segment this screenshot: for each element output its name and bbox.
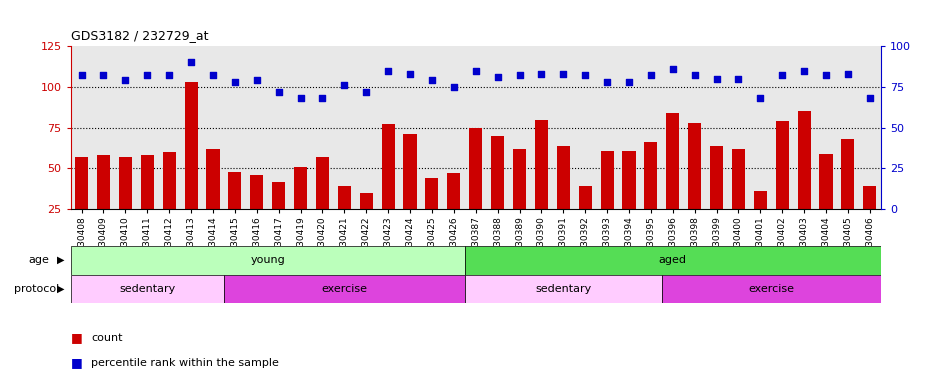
Point: [490, 74, 505, 80]
Bar: [662, 275, 881, 303]
Point: [271, 89, 286, 95]
Bar: [491, 136, 504, 250]
Bar: [403, 134, 416, 250]
Text: exercise: exercise: [748, 284, 794, 294]
Point: [731, 76, 746, 82]
Point: [797, 68, 812, 74]
Text: sedentary: sedentary: [535, 284, 592, 294]
Point: [315, 95, 330, 101]
Text: ■: ■: [71, 331, 82, 344]
Bar: [71, 246, 464, 275]
Bar: [775, 121, 788, 250]
Bar: [535, 119, 548, 250]
Bar: [119, 157, 132, 250]
Bar: [464, 275, 662, 303]
Point: [556, 71, 571, 77]
Text: count: count: [91, 333, 122, 343]
Text: protocol: protocol: [14, 284, 59, 294]
Bar: [557, 146, 570, 250]
Bar: [623, 151, 636, 250]
Point: [643, 73, 658, 79]
Text: age: age: [28, 255, 49, 265]
Bar: [578, 187, 592, 250]
Point: [840, 71, 855, 77]
Point: [774, 73, 789, 79]
Bar: [644, 142, 658, 250]
Point: [381, 68, 396, 74]
Bar: [426, 178, 438, 250]
Point: [96, 73, 111, 79]
Point: [622, 79, 637, 85]
Bar: [185, 82, 198, 250]
Bar: [338, 187, 351, 250]
Text: ■: ■: [71, 356, 82, 369]
Text: GDS3182 / 232729_at: GDS3182 / 232729_at: [71, 29, 208, 42]
Text: young: young: [251, 255, 285, 265]
Bar: [820, 154, 833, 250]
Point: [753, 95, 768, 101]
Text: aged: aged: [658, 255, 687, 265]
Bar: [272, 182, 285, 250]
Point: [599, 79, 614, 85]
Bar: [224, 275, 464, 303]
Bar: [294, 167, 307, 250]
Point: [534, 71, 549, 77]
Bar: [75, 157, 89, 250]
Text: exercise: exercise: [321, 284, 367, 294]
Point: [862, 95, 877, 101]
Bar: [732, 149, 745, 250]
Point: [819, 73, 834, 79]
Bar: [464, 246, 881, 275]
Bar: [206, 149, 219, 250]
Point: [709, 76, 724, 82]
Point: [250, 77, 265, 83]
Bar: [382, 124, 395, 250]
Text: ▶: ▶: [57, 255, 64, 265]
Bar: [688, 123, 701, 250]
Point: [577, 73, 593, 79]
Point: [512, 73, 527, 79]
Bar: [71, 275, 224, 303]
Point: [293, 95, 308, 101]
Point: [205, 73, 220, 79]
Bar: [316, 157, 329, 250]
Bar: [469, 127, 482, 250]
Bar: [140, 156, 154, 250]
Point: [118, 77, 133, 83]
Bar: [710, 146, 723, 250]
Point: [74, 73, 89, 79]
Bar: [513, 149, 526, 250]
Point: [184, 59, 199, 65]
Bar: [600, 151, 613, 250]
Point: [402, 71, 417, 77]
Bar: [97, 156, 110, 250]
Point: [665, 66, 680, 72]
Point: [227, 79, 242, 85]
Bar: [447, 174, 461, 250]
Point: [687, 73, 702, 79]
Bar: [228, 172, 241, 250]
Point: [139, 73, 154, 79]
Text: sedentary: sedentary: [119, 284, 175, 294]
Bar: [863, 187, 876, 250]
Bar: [841, 139, 854, 250]
Text: ▶: ▶: [57, 284, 64, 294]
Bar: [163, 152, 176, 250]
Point: [337, 82, 352, 88]
Bar: [754, 191, 767, 250]
Point: [162, 73, 177, 79]
Point: [425, 77, 440, 83]
Point: [359, 89, 374, 95]
Bar: [798, 111, 811, 250]
Bar: [251, 175, 264, 250]
Bar: [666, 113, 679, 250]
Bar: [360, 193, 373, 250]
Text: percentile rank within the sample: percentile rank within the sample: [91, 358, 279, 368]
Point: [468, 68, 483, 74]
Point: [447, 84, 462, 90]
